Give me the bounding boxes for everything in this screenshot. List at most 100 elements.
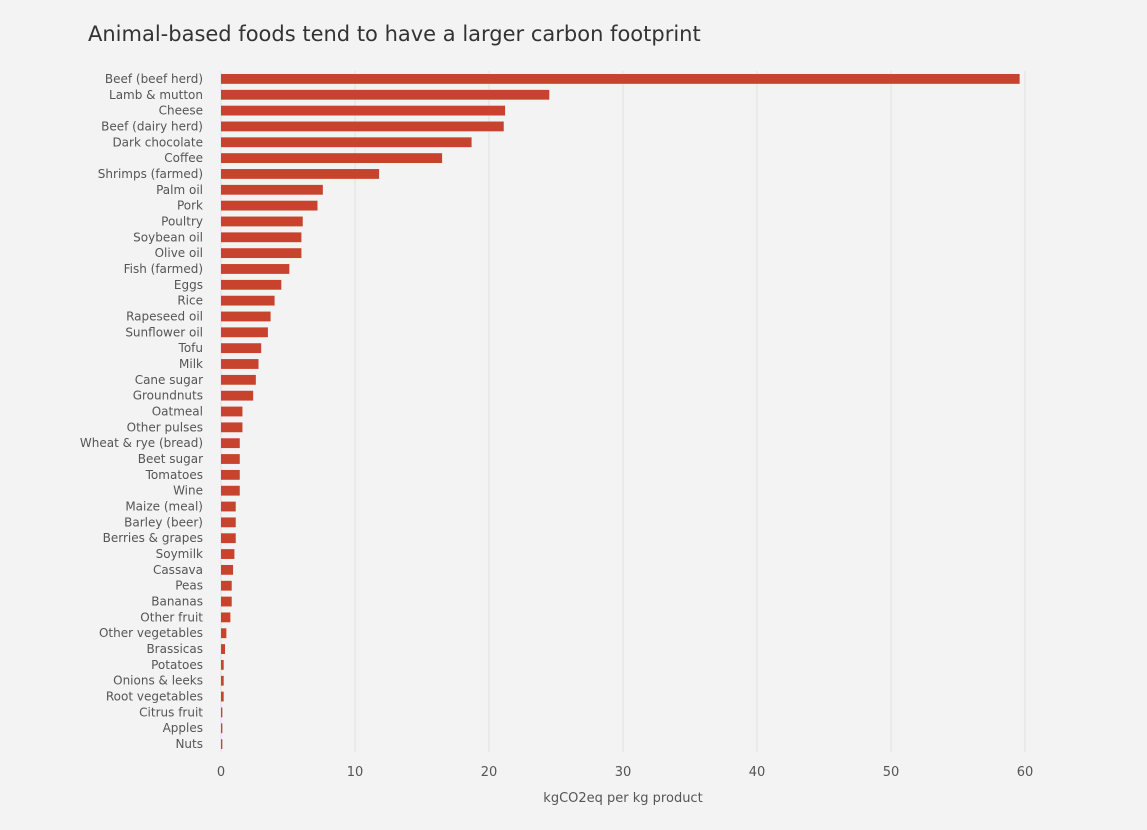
category-label: Onions & leeks — [113, 674, 203, 688]
bar[interactable] — [221, 422, 243, 433]
category-label: Sunflower oil — [125, 325, 203, 339]
bar[interactable] — [221, 691, 224, 702]
category-label: Citrus fruit — [139, 705, 203, 719]
category-label: Lamb & mutton — [109, 88, 203, 102]
category-label: Apples — [163, 721, 203, 735]
category-label: Rice — [177, 294, 203, 308]
bar[interactable] — [221, 184, 323, 195]
bar[interactable] — [221, 311, 271, 322]
chart-title: Animal-based foods tend to have a larger… — [88, 22, 701, 46]
category-labels: Beef (beef herd) Lamb & mutton CheeseBeef … — [80, 72, 203, 751]
category-label: Soybean oil — [133, 230, 203, 244]
category-label: Root vegetables — [106, 690, 203, 704]
category-label: Soymilk — [156, 547, 203, 561]
category-label: Shrimps (farmed) — [98, 167, 203, 181]
category-label: Beef (beef herd) — [105, 72, 203, 86]
bar[interactable] — [221, 153, 443, 164]
category-label: Nuts — [175, 737, 203, 751]
category-label: Other vegetables — [99, 626, 203, 640]
x-tick-label: 40 — [749, 765, 766, 780]
category-label: Groundnuts — [133, 389, 203, 403]
bar[interactable] — [221, 89, 550, 100]
category-label: Brassicas — [146, 642, 203, 656]
category-label: Peas — [175, 579, 203, 593]
x-tick-label: 30 — [615, 765, 632, 780]
category-label: Tofu — [178, 341, 203, 355]
bar[interactable] — [221, 359, 259, 369]
bar[interactable] — [221, 644, 226, 654]
bar[interactable] — [221, 121, 504, 132]
bar[interactable] — [221, 533, 236, 544]
category-label: Beef (dairy herd) — [101, 119, 203, 133]
bar[interactable] — [221, 169, 380, 179]
bar[interactable] — [221, 264, 290, 274]
bar[interactable] — [221, 549, 235, 559]
category-label: Fish (farmed) — [124, 262, 203, 276]
category-label: Palm oil — [156, 183, 203, 197]
category-label: Maize (meal) — [125, 500, 203, 514]
category-label: Cheese — [159, 104, 203, 118]
category-label: Bananas — [151, 595, 203, 609]
bar[interactable] — [221, 707, 223, 718]
bar[interactable] — [221, 74, 1020, 84]
x-axis-title: kgCO2eq per kg product — [543, 791, 702, 806]
category-label: Barley (beer) — [124, 515, 203, 529]
bar[interactable] — [221, 454, 240, 464]
category-label: Potatoes — [151, 658, 203, 672]
bar[interactable] — [221, 295, 275, 306]
category-label: Olive oil — [155, 246, 203, 260]
bar[interactable] — [221, 564, 234, 575]
bar[interactable] — [221, 406, 243, 417]
category-label: Pork — [177, 199, 203, 213]
bar[interactable] — [221, 469, 240, 480]
category-label: Dark chocolate — [112, 135, 203, 149]
category-label: Coffee — [164, 151, 203, 165]
bar[interactable] — [221, 517, 236, 528]
bar[interactable] — [221, 105, 506, 116]
category-label: Other fruit — [140, 610, 203, 624]
bar[interactable] — [221, 438, 240, 449]
bar[interactable] — [221, 723, 223, 734]
x-tick-label: 10 — [347, 765, 364, 780]
category-label: Cassava — [153, 563, 203, 577]
bar[interactable] — [221, 501, 236, 512]
bar[interactable] — [221, 200, 318, 211]
bar[interactable] — [221, 374, 256, 385]
bar[interactable] — [221, 628, 227, 639]
bar[interactable] — [221, 580, 232, 591]
x-tick-label: 20 — [481, 765, 498, 780]
gridlines — [220, 71, 1026, 752]
x-tick-label: 0 — [217, 765, 225, 780]
category-label: Poultry — [161, 214, 203, 228]
category-label: Berries & grapes — [103, 531, 203, 545]
category-label: Cane sugar — [135, 373, 203, 387]
category-label: Rapeseed oil — [126, 309, 203, 323]
bars — [221, 74, 1020, 749]
bar[interactable] — [221, 232, 302, 243]
x-tick-label: 50 — [883, 765, 900, 780]
bar[interactable] — [221, 327, 268, 338]
category-label: Wine — [173, 484, 203, 498]
category-label: Tomatoes — [145, 468, 203, 482]
category-label: Milk — [179, 357, 203, 371]
x-tick-labels: 0 10 20 30 40 50 60 — [217, 765, 1033, 780]
bar[interactable] — [221, 675, 224, 686]
bar[interactable] — [221, 485, 240, 496]
category-label: Other pulses — [127, 420, 203, 434]
x-tick-label: 60 — [1017, 765, 1034, 780]
bar[interactable] — [221, 390, 254, 401]
bar[interactable] — [221, 739, 223, 749]
bar[interactable] — [221, 343, 262, 354]
category-label: Eggs — [174, 278, 203, 292]
category-label: Wheat & rye (bread) — [80, 436, 203, 450]
bar[interactable] — [221, 216, 303, 227]
bar[interactable] — [221, 248, 302, 259]
category-label: Beet sugar — [138, 452, 203, 466]
bar[interactable] — [221, 612, 231, 623]
bar[interactable] — [221, 279, 282, 290]
bar[interactable] — [221, 137, 472, 148]
bar[interactable] — [221, 596, 232, 607]
category-label: Oatmeal — [152, 405, 203, 419]
bar[interactable] — [221, 659, 224, 670]
